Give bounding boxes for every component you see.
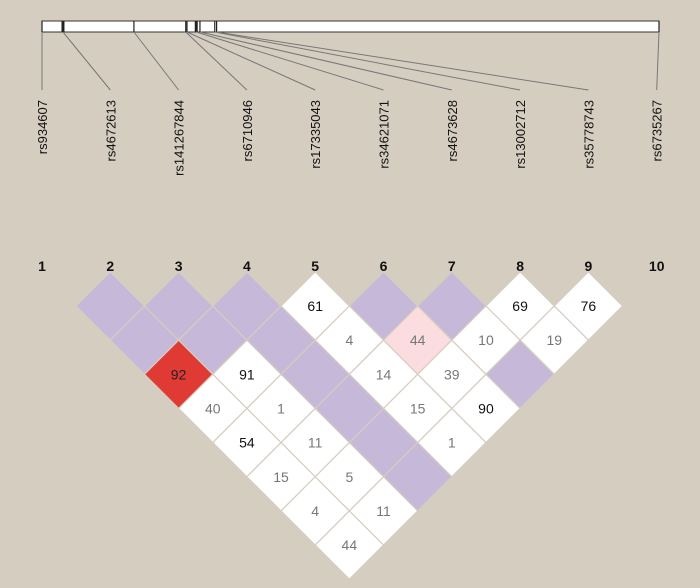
ld-cell-value: 14 bbox=[376, 366, 392, 382]
ld-cell-value: 92 bbox=[171, 366, 187, 382]
snp-number-label: 5 bbox=[311, 258, 319, 274]
ld-cell-value: 15 bbox=[410, 400, 426, 416]
ld-cell bbox=[314, 510, 385, 581]
snp-connector bbox=[199, 31, 452, 91]
snp-name-label: rs6710946 bbox=[240, 100, 255, 161]
ld-cell-value: 11 bbox=[308, 435, 323, 451]
ld-cell-value: 54 bbox=[239, 435, 255, 451]
snp-connector bbox=[216, 31, 589, 91]
ld-cell-value: 1 bbox=[277, 400, 285, 416]
snp-number-label: 2 bbox=[106, 258, 114, 274]
snp-number-label: 8 bbox=[516, 258, 524, 274]
genomic-track bbox=[41, 20, 660, 33]
ld-cell-value: 4 bbox=[311, 503, 319, 519]
snp-number-label: 3 bbox=[175, 258, 183, 274]
ld-cell-value: 15 bbox=[273, 469, 289, 485]
snp-connector bbox=[186, 31, 316, 91]
ld-cell-value: 1 bbox=[448, 435, 456, 451]
snp-name-label: rs34621071 bbox=[377, 100, 392, 169]
snp-number-labels: 1 2 3 4 5 6 7 8 9 10 bbox=[38, 258, 665, 274]
ld-cell-value: 61 bbox=[307, 298, 323, 314]
snp-name-label: rs13002712 bbox=[513, 100, 528, 169]
ld-cell-value: 44 bbox=[342, 537, 358, 553]
track-bar bbox=[41, 20, 660, 33]
ld-cell-value: 91 bbox=[239, 366, 255, 382]
snp-number-label: 6 bbox=[380, 258, 388, 274]
snp-name-label: rs4672613 bbox=[103, 100, 118, 161]
ld-cell-value: 19 bbox=[546, 332, 562, 348]
snp-connector bbox=[185, 31, 248, 91]
snp-connector bbox=[133, 31, 179, 91]
snp-connector bbox=[656, 31, 660, 91]
snp-number-label: 4 bbox=[243, 258, 251, 274]
ld-cell-value: 44 bbox=[410, 332, 426, 348]
snp-number-label: 10 bbox=[649, 258, 665, 274]
snp-name-labels: rs934607 rs4672613 rs141267844 rs6710946 rs1… bbox=[35, 100, 665, 176]
ld-cell-value: 4 bbox=[345, 332, 353, 348]
snp-number-label: 9 bbox=[585, 258, 593, 274]
snp-number-label: 7 bbox=[448, 258, 456, 274]
snp-name-label: rs6735267 bbox=[650, 100, 665, 161]
snp-connectors bbox=[41, 31, 660, 91]
snp-name-label: rs35778743 bbox=[581, 100, 596, 169]
snp-name-label: rs934607 bbox=[35, 100, 50, 154]
ld-cell-value: 90 bbox=[478, 400, 494, 416]
ld-cell-value: 39 bbox=[444, 366, 460, 382]
snp-connector bbox=[214, 31, 521, 91]
snp-connector bbox=[196, 31, 384, 91]
ld-cell-value: 5 bbox=[345, 469, 353, 485]
ld-cell-value: 40 bbox=[205, 400, 221, 416]
ld-cell-value: 10 bbox=[478, 332, 494, 348]
ld-cell-value: 76 bbox=[581, 298, 597, 314]
snp-name-label: rs4673628 bbox=[445, 100, 460, 161]
snp-name-label: rs141267844 bbox=[172, 100, 187, 176]
snp-connector bbox=[62, 31, 111, 91]
snp-name-label: rs17335043 bbox=[308, 100, 323, 169]
ld-cell-value: 11 bbox=[376, 503, 391, 519]
ld-cell-value: 69 bbox=[512, 298, 528, 314]
snp-number-label: 1 bbox=[38, 258, 46, 274]
